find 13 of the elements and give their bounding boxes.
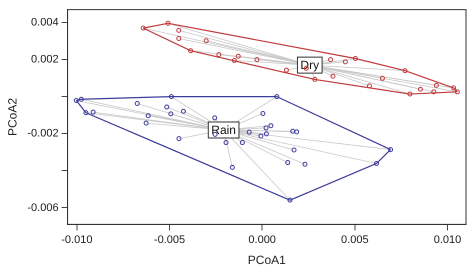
y-tick-label: -0.006 bbox=[27, 202, 59, 214]
series-label: Rain bbox=[211, 122, 236, 137]
x-tick-label: 0.010 bbox=[434, 234, 462, 246]
x-tick-label: -0.010 bbox=[61, 234, 92, 246]
y-axis-title: PCoA2 bbox=[6, 98, 20, 136]
x-axis-title: PCoA1 bbox=[248, 253, 286, 268]
y-tick-label: 0.002 bbox=[31, 54, 59, 66]
x-tick-label: 0.000 bbox=[248, 234, 276, 246]
y-tick-label: 0.004 bbox=[31, 16, 59, 29]
x-tick-label: -0.005 bbox=[154, 234, 186, 246]
y-tick-label: -0.002 bbox=[27, 128, 59, 140]
x-tick-label: 0.005 bbox=[341, 234, 369, 246]
series-label: Dry bbox=[300, 58, 320, 72]
